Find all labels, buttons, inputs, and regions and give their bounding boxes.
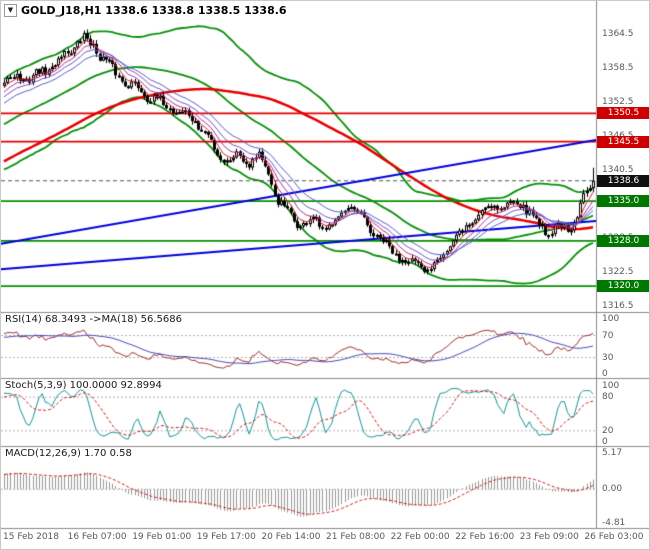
price-chart-canvas[interactable]	[1, 1, 649, 549]
chart-window: ▼ GOLD_J18,H1 1338.6 1338.8 1338.5 1338.…	[0, 0, 650, 550]
